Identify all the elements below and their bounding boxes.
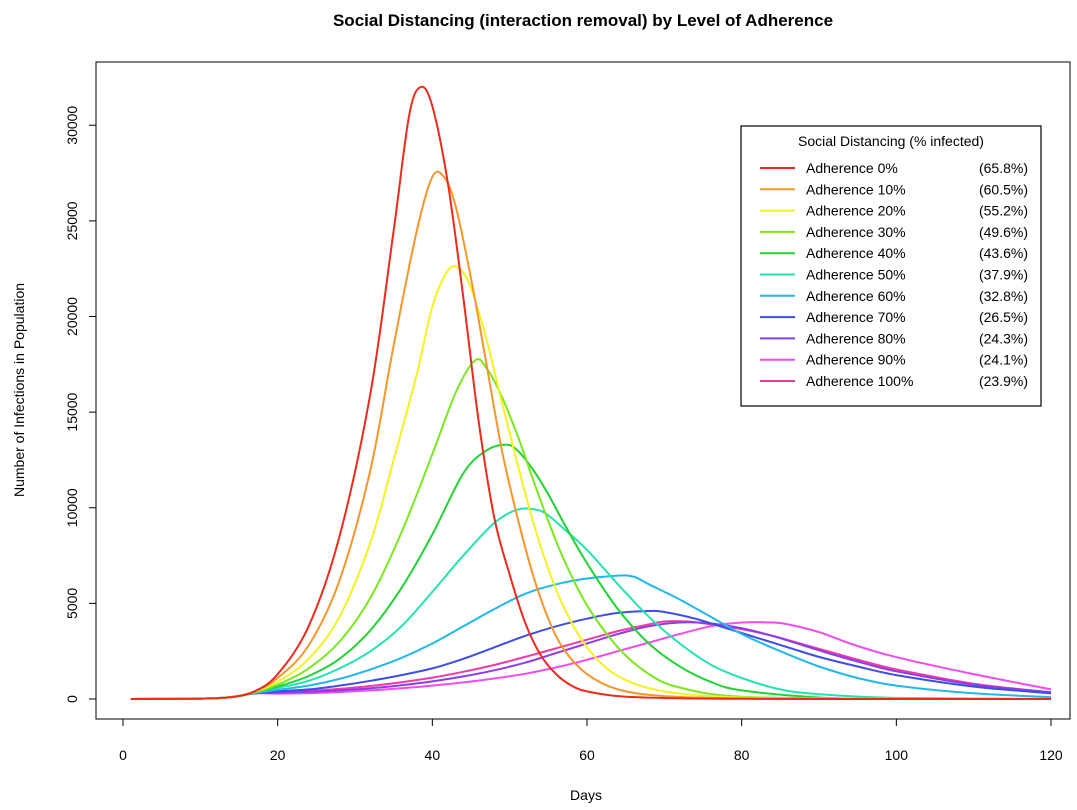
y-tick-label: 5000 [64, 588, 80, 619]
series-line-70 [130, 609, 1052, 700]
series-line-40 [130, 443, 1052, 700]
x-tick-label: 80 [734, 747, 750, 763]
x-tick-label: 20 [270, 747, 286, 763]
legend-label: Adherence 50% [806, 267, 906, 283]
legend-label: Adherence 0% [806, 160, 898, 176]
series-line-20 [130, 265, 1052, 700]
x-axis: 0 20 40 60 80 100 120 [119, 718, 1063, 763]
legend-label: Adherence 60% [806, 288, 906, 304]
y-axis-label: Number of Infections in Population [11, 283, 27, 497]
legend-label: Adherence 30% [806, 224, 906, 240]
series-layer [130, 85, 1052, 701]
x-tick-label: 60 [579, 747, 595, 763]
legend-percent: (26.5%) [979, 309, 1028, 325]
series-line-80 [130, 621, 1052, 700]
legend-label: Adherence 70% [806, 309, 906, 325]
legend-label: Adherence 90% [806, 352, 906, 368]
legend-label: Adherence 20% [806, 203, 906, 219]
legend-title: Social Distancing (% infected) [798, 133, 984, 149]
series-line-60 [130, 574, 1052, 700]
y-tick-label: 30000 [64, 106, 80, 145]
legend-percent: (43.6%) [979, 245, 1028, 261]
legend-label: Adherence 80% [806, 330, 906, 346]
y-axis: 0 5000 10000 15000 20000 25000 30000 [64, 106, 97, 703]
legend-percent: (49.6%) [979, 224, 1028, 240]
series-line-0 [130, 85, 1051, 701]
legend-percent: (23.9%) [979, 373, 1028, 389]
y-tick-label: 0 [64, 695, 80, 703]
x-tick-label: 0 [119, 747, 127, 763]
legend-percent: (60.5%) [979, 181, 1028, 197]
series-line-90 [130, 621, 1052, 700]
y-tick-label: 15000 [64, 392, 80, 431]
series-line-50 [130, 507, 1052, 700]
x-tick-label: 100 [885, 747, 909, 763]
y-tick-label: 10000 [64, 488, 80, 527]
chart-title: Social Distancing (interaction removal) … [333, 11, 833, 30]
legend: Social Distancing (% infected) Adherence… [740, 125, 1042, 407]
x-tick-label: 120 [1039, 747, 1063, 763]
y-tick-label: 25000 [64, 201, 80, 240]
series-line-30 [130, 358, 1052, 700]
legend-percent: (65.8%) [979, 160, 1028, 176]
x-tick-label: 40 [425, 747, 441, 763]
legend-percent: (24.3%) [979, 330, 1028, 346]
y-tick-label: 20000 [64, 297, 80, 336]
legend-percent: (24.1%) [979, 352, 1028, 368]
x-axis-label: Days [570, 787, 602, 803]
series-line-10 [130, 170, 1051, 701]
legend-percent: (55.2%) [979, 203, 1028, 219]
legend-percent: (32.8%) [979, 288, 1028, 304]
legend-label: Adherence 10% [806, 181, 906, 197]
legend-label: Adherence 40% [806, 245, 906, 261]
legend-label: Adherence 100% [806, 373, 913, 389]
legend-percent: (37.9%) [979, 267, 1028, 283]
